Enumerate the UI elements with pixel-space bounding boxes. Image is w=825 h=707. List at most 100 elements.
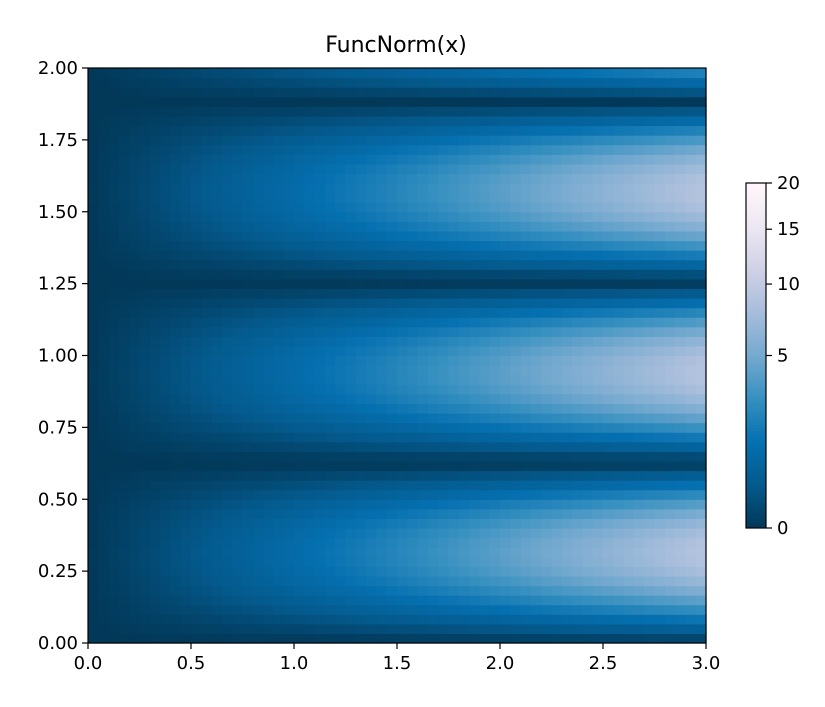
heatmap-cell [458,125,470,136]
heatmap-cell [263,135,274,146]
heatmap-cell [427,125,439,136]
heatmap-cell [644,480,656,491]
heatmap-cell [541,240,553,251]
heatmap-cell [510,633,522,644]
heatmap-cell [613,365,625,376]
heatmap-cell [324,451,336,462]
heatmap-cell [675,374,686,385]
heatmap-cell [232,528,244,539]
heatmap-cell [129,269,141,280]
heatmap-cell [283,633,295,644]
heatmap-cell [366,240,377,251]
heatmap-cell [191,480,202,491]
x-tick-label: 3.0 [692,653,721,674]
heatmap-cell [541,307,553,318]
heatmap-cell [211,470,223,481]
heatmap-cell [479,106,491,117]
heatmap-cell [592,106,604,117]
heatmap-cell [386,623,398,635]
heatmap-cell [664,326,676,337]
heatmap-cell [664,432,676,443]
heatmap-cell [88,422,99,433]
heatmap-cell [448,240,460,251]
heatmap-cell [201,604,213,615]
heatmap-cell [118,106,130,117]
heatmap-cell [314,508,326,520]
heatmap-cell [510,115,522,127]
heatmap-cell [355,96,367,107]
heatmap-cell [530,460,542,472]
heatmap-cell [345,259,357,270]
heatmap-cell [613,154,625,165]
heatmap-cell [603,623,614,635]
heatmap-cell [623,307,635,318]
colorbar-segment [746,240,766,244]
heatmap-cell [417,135,429,146]
heatmap-cell [623,365,635,376]
heatmap-cell [191,393,202,405]
heatmap-cell [654,125,666,136]
heatmap-cell [170,115,182,127]
heatmap-cell [221,125,233,136]
heatmap-cell [489,326,501,337]
heatmap-cell [376,77,388,88]
heatmap-cell [221,499,233,510]
heatmap-cell [664,96,676,107]
heatmap-cell [242,518,254,529]
heatmap-cell [314,336,326,347]
heatmap-cell [448,317,460,328]
heatmap-cell [273,413,285,424]
heatmap-cell [500,441,511,452]
heatmap-cell [541,422,553,433]
heatmap-cell [644,259,656,270]
heatmap-cell [201,393,213,405]
heatmap-cell [366,480,377,491]
heatmap-cell [397,489,408,500]
heatmap-cell [221,77,233,88]
heatmap-cell [592,422,604,433]
heatmap-cell [211,518,223,529]
heatmap-cell [695,537,707,548]
heatmap-cell [469,135,480,146]
heatmap-cell [469,384,480,395]
heatmap-cell [397,633,408,644]
colorbar-segment [746,484,766,489]
heatmap-cell [180,221,192,232]
heatmap-cell [500,470,511,481]
heatmap-cell [500,192,511,203]
heatmap-cell [283,278,295,290]
heatmap-cell [592,518,604,529]
heatmap-cell [664,547,676,558]
heatmap-cell [675,432,686,443]
heatmap-cell [469,307,480,318]
heatmap-cell [232,326,244,337]
heatmap-cell [366,413,377,424]
x-axis: 0.0 0.5 1.0 1.5 2.0 2.5 3.0 [74,643,721,674]
colorbar-segment [746,217,766,221]
heatmap-cell [211,259,223,270]
heatmap-cell [294,441,305,452]
heatmap-cell [345,585,357,596]
heatmap-cell [510,173,522,184]
heatmap-cell [530,154,542,165]
heatmap-cell [314,441,326,452]
heatmap-cell [170,470,182,481]
heatmap-cell [603,211,614,222]
heatmap-cell [572,96,583,107]
heatmap-cell [221,585,233,596]
heatmap-cell [366,595,377,606]
heatmap-cell [201,623,213,635]
heatmap-cell [263,345,274,357]
heatmap-cell [520,96,532,107]
heatmap-cell [129,499,141,510]
heatmap-cell [345,470,357,481]
heatmap-cell [180,202,192,213]
heatmap-cell [458,135,470,146]
heatmap-cell [273,499,285,510]
heatmap-cell [376,269,388,280]
heatmap-cell [561,221,573,232]
heatmap-cell [489,547,501,558]
heatmap-cell [242,556,254,567]
heatmap-cell [623,269,635,280]
heatmap-cell [427,528,439,539]
